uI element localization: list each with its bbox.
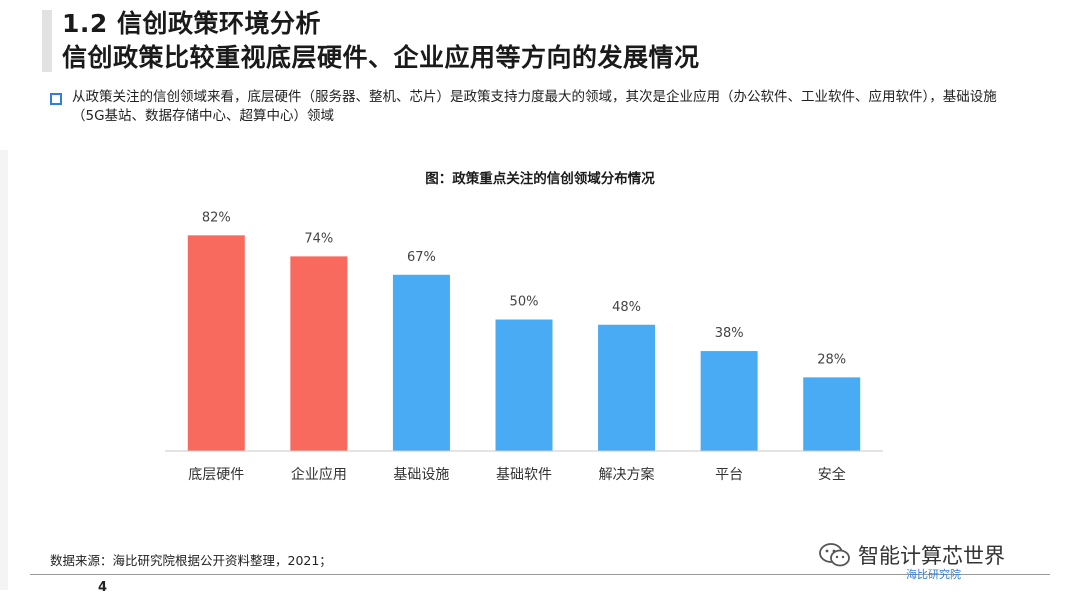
x-tick-label: 基础设施 [393,466,449,483]
left-edge-strip [0,150,8,590]
bar-value-label: 28% [817,352,846,367]
bullet-square-icon [50,93,62,105]
bar-5 [598,324,656,451]
bar-2 [290,256,348,451]
x-tick-label: 解决方案 [599,466,655,483]
x-tick-label: 基础软件 [496,466,552,483]
bullet-text: 从政策关注的信创领域来看，底层硬件（服务器、整机、芯片）是政策支持力度最大的领域… [72,89,997,124]
title-accent-bar [42,10,52,72]
bar-6 [700,351,758,451]
page-subtitle: 信创政策比较重视底层硬件、企业应用等方向的发展情况 [62,43,700,72]
bar-value-label: 74% [304,231,333,246]
wechat-icon [819,543,850,567]
data-source-note: 数据来源：海比研究院根据公开资料整理，2021； [50,553,332,568]
footer-divider [30,574,1050,575]
x-tick-label: 平台 [715,467,743,483]
brand-signature: 智能计算芯世界 [818,540,1005,570]
watermark-logo-text: 海比研究院 [906,568,961,581]
bar-value-label: 50% [510,295,539,310]
bar-value-label: 82% [202,210,231,225]
bar-value-label: 67% [407,250,436,265]
bar-1 [187,235,245,451]
x-tick-label: 企业应用 [291,466,347,483]
x-tick-label: 底层硬件 [188,467,244,483]
bar-value-label: 38% [715,326,744,341]
chart-title: 图：政策重点关注的信创领域分布情况 [425,170,655,187]
bar-3 [392,274,450,451]
page-number: 4 [98,580,108,595]
bar-value-label: 48% [612,300,641,315]
x-tick-label: 安全 [818,466,846,483]
bar-4 [495,319,553,451]
page-title: 1.2 信创政策环境分析 [62,9,321,38]
bar-7 [803,377,861,451]
brand-name: 智能计算芯世界 [858,544,1005,568]
